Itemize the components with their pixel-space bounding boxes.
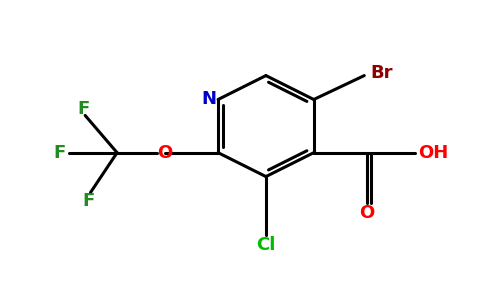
Text: Br: Br	[371, 64, 393, 82]
Text: F: F	[54, 144, 66, 162]
Text: O: O	[157, 144, 172, 162]
Text: Cl: Cl	[256, 236, 275, 253]
Text: O: O	[359, 204, 375, 222]
Text: N: N	[201, 91, 216, 109]
Text: OH: OH	[419, 144, 449, 162]
Text: F: F	[77, 100, 89, 118]
Text: F: F	[82, 192, 94, 210]
